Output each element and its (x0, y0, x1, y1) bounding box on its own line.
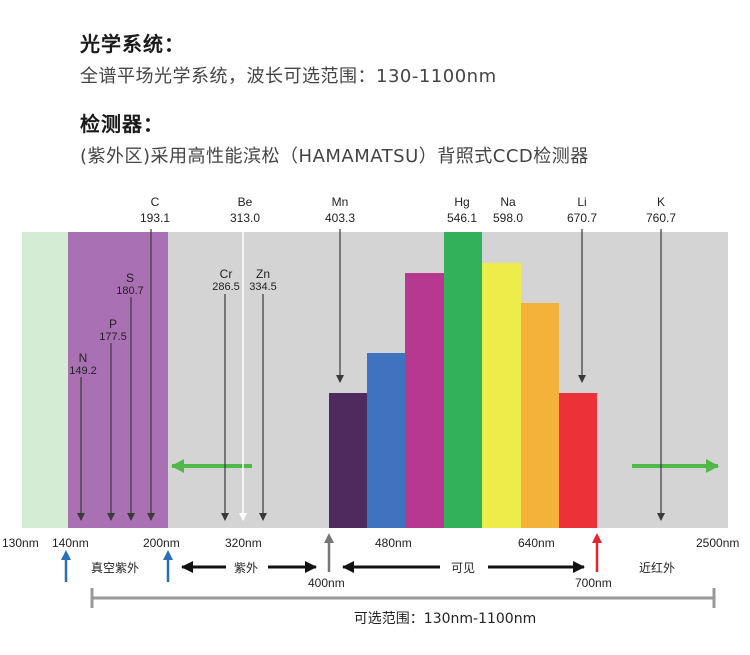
label-Zn-value: 334.5 (249, 281, 277, 293)
tick-400nm: 400nm (308, 576, 345, 590)
region-near-ir: 近红外 (639, 560, 675, 575)
label-Cr-value: 286.5 (212, 281, 240, 293)
boundary-arrowhead-400nm (324, 533, 334, 543)
bar-yellow (482, 263, 521, 528)
label-P-value: 177.5 (99, 331, 127, 343)
tick-2500nm: 2500nm (696, 536, 739, 550)
label-Mn-value: 403.3 (325, 211, 355, 225)
label-S-name: S (126, 271, 134, 285)
bar-blue (367, 353, 405, 528)
range-label: 可选范围：130nm-1100nm (354, 610, 536, 627)
bar-orange (521, 303, 559, 528)
bar-red (559, 393, 597, 528)
label-Na-name: Na (500, 195, 516, 209)
label-Cr-name: Cr (220, 267, 233, 281)
region-visible: 可见 (451, 561, 475, 575)
vacuum-uv-green-band (22, 232, 68, 528)
label-Zn-name: Zn (256, 267, 270, 281)
tick-140nm: 140nm (52, 536, 89, 550)
label-N-value: 149.2 (69, 365, 97, 377)
tick-640nm: 640nm (518, 536, 555, 550)
label-S-value: 180.7 (116, 285, 144, 297)
region-uv: 紫外 (234, 561, 258, 575)
label-C-value: 193.1 (140, 211, 170, 225)
label-N-name: N (79, 351, 88, 365)
label-C-name: C (151, 195, 160, 209)
tick-700nm: 700nm (575, 576, 612, 590)
tick-200nm: 200nm (143, 536, 180, 550)
optics-title: 光学系统： (80, 32, 185, 56)
region-vacuum-uv: 真空紫外 (91, 561, 139, 575)
bar-green (444, 232, 482, 528)
bar-magenta (405, 273, 444, 528)
boundary-arrowhead-200nm (163, 550, 173, 560)
boundary-arrowhead-700nm (592, 533, 602, 543)
label-Li-value: 670.7 (567, 211, 597, 225)
boundary-arrowhead-140nm (61, 550, 71, 560)
vacuum-uv-purple-band (68, 232, 168, 528)
label-Mn-name: Mn (332, 195, 349, 209)
label-P-name: P (109, 317, 117, 331)
label-Be-name: Be (238, 195, 253, 209)
tick-480nm: 480nm (375, 536, 412, 550)
label-K-value: 760.7 (646, 211, 676, 225)
detector-title: 检测器： (80, 112, 164, 136)
tick-320nm: 320nm (225, 536, 262, 550)
label-Hg-value: 546.1 (447, 211, 477, 225)
label-Be-value: 313.0 (230, 211, 260, 225)
optics-description: 全谱平场光学系统，波长可选范围：130-1100nm (80, 66, 497, 87)
detector-description: (紫外区)采用高性能滨松（HAMAMATSU）背照式CCD检测器 (80, 146, 589, 167)
bar-dark-purple (329, 393, 367, 528)
label-Li-name: Li (577, 195, 586, 209)
tick-130nm: 130nm (2, 536, 39, 550)
label-Na-value: 598.0 (493, 211, 523, 225)
label-K-name: K (657, 195, 665, 209)
label-Hg-name: Hg (454, 195, 469, 209)
